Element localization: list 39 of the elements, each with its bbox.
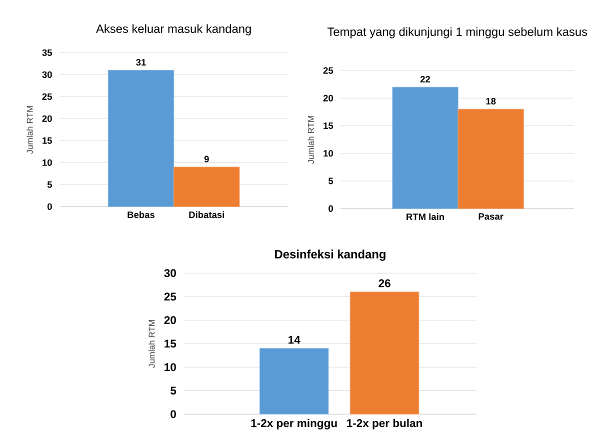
x-tick-label: 1-2x per bulan [347,418,422,430]
y-tick-label: 20 [323,94,333,102]
y-tick-label: 30 [164,269,176,278]
data-label: 26 [378,279,390,288]
y-tick-label: 15 [324,122,334,129]
y-tick-label: 20 [164,316,176,324]
y-tick-label: 0 [170,410,176,418]
data-label: 14 [288,336,300,344]
y-tick-label: 25 [323,67,334,74]
y-tick-label: 10 [42,159,52,166]
chart-title: Desinfeksi kandang [275,250,386,261]
x-tick-label: Pasar [478,213,504,220]
y-tick-label: 35 [42,49,52,56]
x-tick-label: RTM lain [406,213,444,220]
y-tick-label: 0 [47,203,52,210]
data-label: 31 [136,59,146,66]
x-tick-label: Dibatasi [189,211,224,218]
y-tick-label: 30 [42,71,52,78]
y-axis-title: Jumlah RTM [148,320,155,368]
y-tick-label: 10 [164,363,176,372]
y-tick-label: 25 [42,93,52,100]
y-tick-label: 10 [324,150,333,157]
y-tick-label: 5 [328,178,334,184]
y-tick-label: 15 [164,340,176,348]
y-tick-label: 0 [328,205,333,212]
y-tick-label: 5 [47,181,52,188]
y-axis-title: Jumlah RTM [308,116,314,164]
data-label: 18 [486,98,496,105]
data-label: 22 [420,76,430,82]
chart-title: Akses keluar masuk kandang [96,24,251,36]
x-tick-label: 1-2x per minggu [251,418,337,430]
y-tick-label: 25 [164,292,176,301]
chart-title: Tempat yang dikunjungi 1 minggu sebelum kasus [327,27,588,38]
y-tick-label: 5 [170,386,176,395]
data-label: 9 [204,156,209,162]
y-axis-title: Jumlah RTM [26,106,33,154]
y-tick-label: 15 [42,137,52,144]
x-tick-label: Bebas [128,211,155,218]
y-tick-label: 20 [42,115,52,122]
